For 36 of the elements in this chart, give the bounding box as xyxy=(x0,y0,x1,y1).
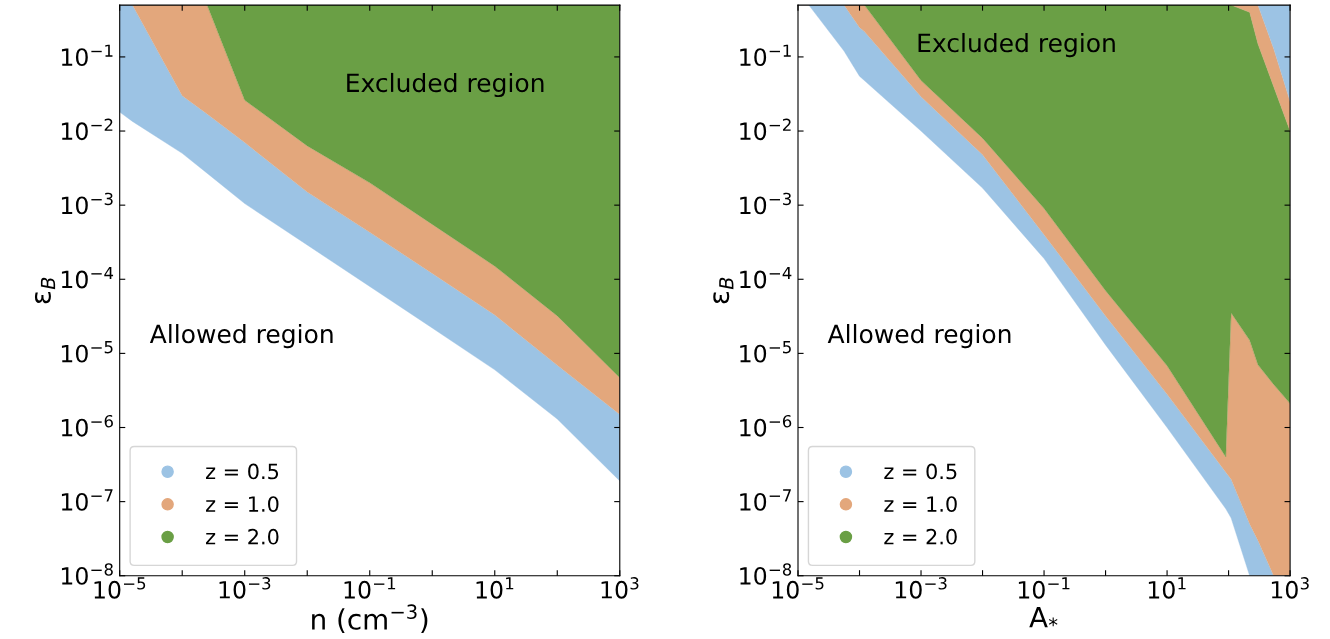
y-axis-title: ε$_{B}$ xyxy=(713,277,734,304)
y-tick-label: 10$^{−4}$ xyxy=(61,266,114,289)
y-tick-label: 10$^{−3}$ xyxy=(740,192,791,215)
y-tick-label: 10$^{−3}$ xyxy=(61,192,113,215)
y-tick-label: 10$^{−6}$ xyxy=(61,414,113,437)
y-tick-label: 10$^{−1}$ xyxy=(740,44,791,67)
y-axis-title: ε$_{B}$ xyxy=(34,277,56,304)
annotation: Excluded region xyxy=(918,32,1115,58)
x-tick-label: 10$^{−3}$ xyxy=(219,577,271,599)
x-tick-label: 10$^{−1}$ xyxy=(344,577,396,599)
legend-label: z = 2.0 xyxy=(884,528,957,545)
annotation: Allowed region xyxy=(149,323,333,349)
y-tick-label: 10$^{−7}$ xyxy=(61,489,113,511)
y-tick-label: 10$^{−2}$ xyxy=(740,118,791,141)
x-axis-title: n (cm$^{−3}$) xyxy=(312,604,428,634)
legend-label: z = 0.5 xyxy=(884,463,957,480)
legend-label: z = 1.0 xyxy=(884,496,957,512)
legend-label: z = 0.5 xyxy=(206,463,279,480)
y-tick-label: 10$^{−5}$ xyxy=(740,341,791,363)
legend-label: z = 1.0 xyxy=(206,496,279,512)
x-tick-label: 10$^{1}$ xyxy=(1148,577,1186,599)
y-tick-label: 10$^{−7}$ xyxy=(740,489,791,511)
x-tick-label: 10$^{3}$ xyxy=(601,577,639,599)
x-tick-label: 10$^{1}$ xyxy=(476,577,514,599)
x-tick-label: 10$^{−3}$ xyxy=(895,577,947,599)
x-tick-label: 10$^{−1}$ xyxy=(1018,577,1070,599)
x-tick-label: 10$^{3}$ xyxy=(1271,577,1309,599)
y-tick-label: 10$^{−1}$ xyxy=(61,44,113,67)
y-tick-label: 10$^{−5}$ xyxy=(61,341,113,363)
y-tick-label: 10$^{−6}$ xyxy=(740,414,792,437)
y-tick-label: 10$^{−2}$ xyxy=(61,118,113,141)
annotation: Allowed region xyxy=(827,323,1011,349)
y-tick-label: 10$^{−4}$ xyxy=(740,266,792,289)
x-axis-title: A$_{*}$ xyxy=(1029,607,1058,628)
annotation: Excluded region xyxy=(347,72,544,98)
legend-label: z = 2.0 xyxy=(206,528,279,545)
